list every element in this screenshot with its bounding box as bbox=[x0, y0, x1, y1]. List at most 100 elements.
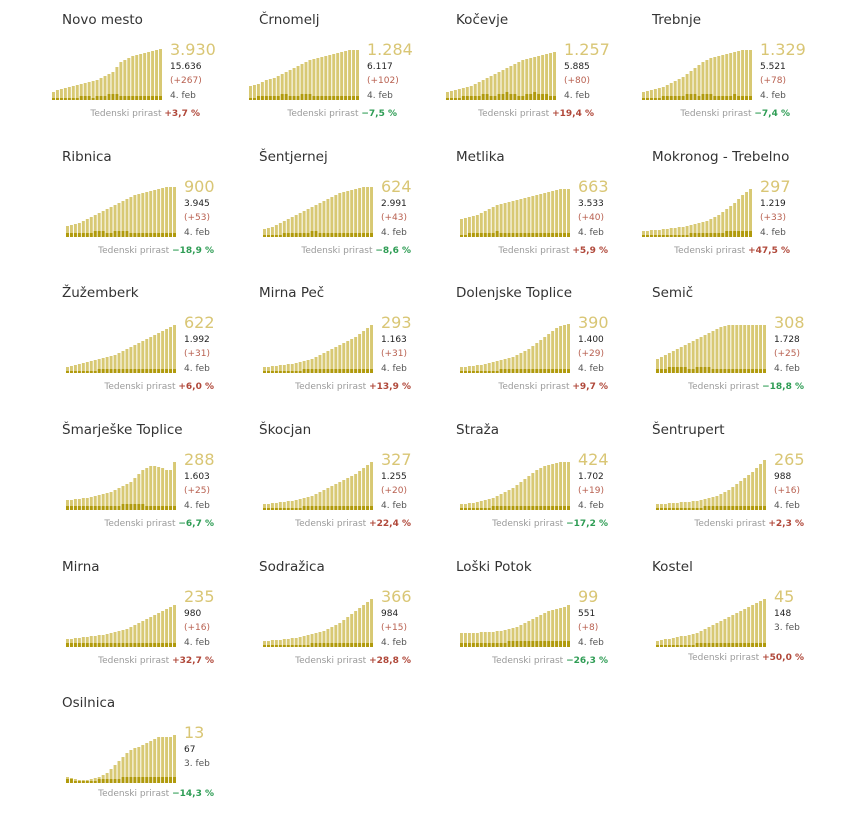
daily-bar bbox=[157, 777, 161, 783]
daily-bar bbox=[274, 508, 278, 510]
active-count: 424 bbox=[578, 450, 609, 469]
active-bar bbox=[334, 347, 338, 373]
active-bar bbox=[703, 335, 707, 373]
daily-bar bbox=[89, 233, 93, 237]
daily-bar bbox=[350, 369, 354, 373]
active-bar bbox=[141, 745, 145, 783]
daily-bar bbox=[709, 94, 713, 100]
weekly-growth-label: Tedenski prirast bbox=[680, 109, 752, 119]
active-bar bbox=[145, 339, 149, 373]
active-bar bbox=[543, 466, 547, 510]
active-bar bbox=[642, 231, 645, 237]
active-bar bbox=[358, 334, 362, 373]
daily-bar bbox=[145, 369, 149, 373]
daily-bar bbox=[282, 645, 286, 647]
municipality-tile: Šmarješke Toplice 288 1.603 (+25) 4. feb Tede… bbox=[62, 422, 258, 552]
daily-bar bbox=[117, 779, 121, 783]
daily-bar bbox=[81, 371, 85, 373]
active-bar bbox=[675, 503, 679, 510]
active-bar bbox=[137, 623, 141, 647]
active-bar bbox=[338, 193, 342, 237]
active-bar bbox=[282, 502, 286, 510]
active-bar bbox=[527, 621, 531, 647]
daily-bar bbox=[137, 233, 141, 237]
municipality-name: Loški Potok bbox=[456, 559, 532, 575]
daily-bar bbox=[151, 96, 155, 100]
daily-bar bbox=[153, 369, 157, 373]
active-bar bbox=[93, 636, 97, 647]
daily-bar bbox=[505, 92, 509, 100]
sparkline-chart bbox=[460, 189, 570, 237]
daily-bar bbox=[759, 506, 763, 510]
total-count: 3.945 bbox=[184, 199, 210, 209]
active-bar bbox=[511, 357, 515, 373]
daily-delta: (+31) bbox=[381, 349, 408, 359]
active-bar bbox=[133, 748, 137, 783]
active-bar bbox=[173, 462, 176, 510]
active-bar bbox=[165, 329, 169, 373]
active-bar bbox=[759, 325, 763, 373]
daily-bar bbox=[366, 233, 370, 237]
daily-bar bbox=[252, 98, 256, 100]
active-bar bbox=[73, 638, 77, 647]
daily-bar bbox=[723, 369, 727, 373]
active-bar bbox=[749, 189, 752, 237]
active-bar bbox=[531, 473, 535, 510]
daily-bar bbox=[553, 96, 556, 100]
active-bar bbox=[121, 201, 125, 237]
update-date: 4. feb bbox=[760, 228, 786, 238]
weekly-growth-value: +28,8 % bbox=[369, 656, 411, 666]
active-bar bbox=[249, 86, 252, 100]
active-bar bbox=[350, 614, 354, 647]
active-bar bbox=[495, 361, 499, 373]
active-bar bbox=[460, 219, 463, 237]
daily-bar bbox=[292, 96, 296, 100]
daily-bar bbox=[523, 506, 527, 510]
active-bar bbox=[493, 74, 497, 100]
daily-bar bbox=[711, 643, 715, 647]
daily-bar bbox=[294, 645, 298, 647]
daily-bar bbox=[125, 369, 129, 373]
active-bar bbox=[322, 490, 326, 510]
weekly-growth-label: Tedenski prirast bbox=[688, 382, 760, 392]
active-bar bbox=[701, 222, 705, 237]
daily-bar bbox=[314, 369, 318, 373]
daily-bar bbox=[85, 643, 89, 647]
daily-bar bbox=[683, 645, 687, 647]
active-bar bbox=[263, 367, 266, 373]
active-bar bbox=[109, 207, 113, 237]
active-bar bbox=[358, 471, 362, 510]
active-bar bbox=[298, 499, 302, 510]
daily-bar bbox=[555, 506, 559, 510]
active-bar bbox=[519, 482, 523, 510]
daily-bar bbox=[691, 508, 695, 510]
active-bar bbox=[711, 625, 715, 647]
active-bar bbox=[59, 89, 63, 100]
active-bar bbox=[467, 366, 471, 373]
active-bar bbox=[125, 199, 129, 237]
daily-bar bbox=[133, 504, 137, 510]
active-bar bbox=[467, 633, 471, 647]
daily-bar bbox=[543, 641, 547, 647]
daily-bar bbox=[73, 643, 77, 647]
daily-bar bbox=[535, 506, 539, 510]
daily-bar bbox=[475, 508, 479, 510]
active-bar bbox=[89, 497, 93, 510]
daily-bar bbox=[121, 231, 125, 237]
active-bar bbox=[298, 362, 302, 373]
daily-bar bbox=[350, 233, 354, 237]
municipality-name: Mirna Peč bbox=[259, 285, 325, 301]
daily-bar bbox=[350, 643, 354, 647]
daily-bar bbox=[344, 96, 348, 100]
daily-bar bbox=[310, 231, 314, 237]
active-bar bbox=[673, 81, 677, 100]
active-bar bbox=[125, 629, 129, 647]
daily-bar bbox=[169, 643, 173, 647]
daily-bar bbox=[460, 371, 463, 373]
active-bar bbox=[326, 629, 330, 647]
active-bar bbox=[73, 365, 77, 373]
active-count: 366 bbox=[381, 587, 412, 606]
active-bar bbox=[129, 750, 133, 783]
daily-bar bbox=[747, 643, 751, 647]
daily-bar bbox=[370, 643, 373, 647]
